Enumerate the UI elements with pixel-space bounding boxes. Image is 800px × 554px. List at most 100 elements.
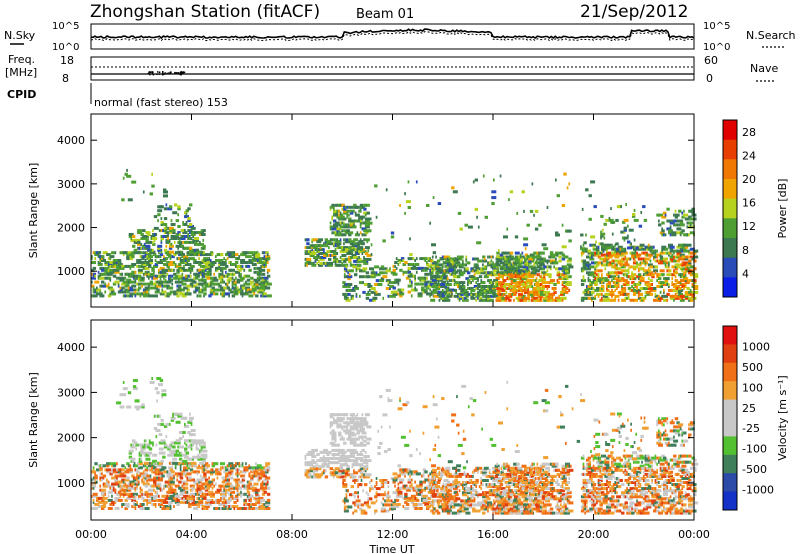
echo-cell — [111, 476, 117, 480]
echo-cell — [606, 261, 612, 265]
echo-cell — [221, 496, 224, 500]
echo-cell — [659, 281, 664, 285]
echo-cell — [684, 277, 689, 281]
echo-cell — [126, 484, 132, 488]
echo-cell — [107, 294, 112, 298]
echo-cell — [266, 294, 272, 298]
echo-cell — [647, 263, 653, 267]
echo-cell — [126, 486, 128, 490]
echo-cell — [109, 257, 112, 261]
echo-cell — [101, 257, 103, 261]
echo-cell — [477, 296, 479, 300]
echo-cell — [338, 448, 342, 452]
echo-cell — [509, 190, 514, 194]
echo-cell — [179, 476, 184, 480]
y-tick-label: 3000 — [57, 178, 85, 191]
echo-cell — [139, 282, 142, 286]
colorbar-segment — [723, 139, 737, 160]
echo-cell — [265, 482, 267, 486]
echo-cell — [231, 505, 237, 508]
echo-cell — [187, 439, 193, 443]
echo-cell — [563, 172, 567, 176]
echo-cell — [636, 251, 638, 255]
echo-cell — [199, 270, 205, 274]
echo-cell — [213, 288, 215, 292]
echo-cell — [163, 284, 168, 288]
echo-cell — [565, 275, 569, 279]
echo-cell — [149, 488, 152, 492]
echo-cell — [178, 462, 182, 466]
echo-cell — [669, 225, 672, 229]
echo-cell — [226, 472, 232, 476]
echo-cell — [173, 203, 178, 207]
echo-cell — [364, 219, 370, 223]
echo-cell — [195, 447, 200, 451]
echo-cell — [498, 273, 500, 277]
echo-cell — [220, 253, 224, 257]
echo-cell — [366, 240, 369, 244]
echo-cell — [338, 246, 344, 250]
echo-cell — [365, 296, 370, 300]
echo-cell — [530, 265, 533, 269]
echo-cell — [184, 228, 186, 232]
echo-cell — [140, 231, 143, 235]
echo-cell — [608, 216, 611, 220]
echo-cell — [683, 275, 687, 279]
echo-cell — [458, 283, 461, 286]
echo-cell — [102, 503, 107, 506]
echo-cell — [304, 457, 307, 460]
echo-cell — [203, 280, 207, 284]
echo-cell — [536, 287, 540, 290]
echo-cell — [661, 221, 665, 225]
echo-cell — [601, 292, 603, 296]
echo-cell — [363, 207, 367, 211]
echo-cell — [414, 286, 416, 290]
echo-cell — [170, 451, 176, 455]
echo-cell — [168, 255, 170, 259]
echo-cell — [341, 229, 344, 233]
echo-cell — [124, 276, 127, 280]
echo-cell — [496, 271, 502, 275]
echo-cell — [668, 229, 673, 233]
echo-cell — [594, 294, 596, 298]
echo-cell — [614, 277, 620, 281]
echo-cell — [129, 257, 133, 261]
echo-cell — [629, 277, 632, 281]
echo-cell — [446, 294, 452, 298]
echo-cell — [129, 292, 132, 296]
echo-cell — [656, 279, 658, 283]
echo-cell — [436, 274, 438, 278]
echo-cell — [307, 261, 310, 265]
echo-cell — [134, 280, 137, 284]
echo-cell — [556, 271, 560, 275]
echo-cell — [107, 282, 110, 286]
echo-cell — [519, 279, 521, 283]
echo-cell — [166, 261, 170, 264]
echo-cell — [128, 233, 134, 236]
echo-cell — [143, 439, 146, 443]
echo-cell — [181, 272, 184, 276]
echo-cell — [221, 290, 226, 294]
echo-cell — [357, 267, 361, 271]
echo-cell — [458, 287, 461, 290]
echo-cell — [107, 272, 113, 276]
echo-cell — [154, 263, 159, 266]
echo-cell — [409, 263, 415, 266]
echo-cell — [356, 263, 362, 267]
echo-cell — [539, 290, 544, 294]
echo-cell — [250, 505, 252, 508]
echo-cell — [163, 441, 166, 445]
echo-cell — [148, 272, 150, 276]
echo-cell — [101, 272, 106, 276]
echo-cell — [215, 276, 217, 280]
echo-cell — [364, 261, 369, 265]
echo-cell — [437, 202, 442, 205]
echo-cell — [149, 192, 153, 196]
echo-cell — [499, 285, 505, 288]
echo-cell — [246, 503, 249, 506]
echo-cell — [253, 270, 257, 274]
echo-cell — [99, 488, 102, 492]
echo-cell — [193, 259, 197, 262]
echo-cell — [592, 287, 595, 290]
echo-cell — [220, 288, 222, 292]
